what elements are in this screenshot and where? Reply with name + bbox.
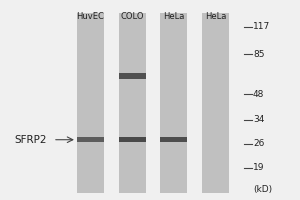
Text: 85: 85 — [253, 50, 265, 59]
Bar — [202, 13, 229, 193]
Text: 26: 26 — [253, 139, 264, 148]
Text: 117: 117 — [253, 22, 270, 31]
Text: SFRP2: SFRP2 — [14, 135, 47, 145]
Text: 19: 19 — [253, 163, 265, 172]
Text: 48: 48 — [253, 90, 264, 99]
Bar — [118, 13, 146, 193]
Bar — [118, 73, 146, 79]
Bar — [160, 13, 187, 193]
Text: HeLa: HeLa — [205, 12, 226, 21]
Text: 34: 34 — [253, 115, 264, 124]
Text: HeLa: HeLa — [163, 12, 184, 21]
Bar — [77, 137, 104, 142]
Text: COLO: COLO — [120, 12, 144, 21]
Text: HuvEC: HuvEC — [76, 12, 104, 21]
Text: (kD): (kD) — [253, 185, 272, 194]
Bar — [160, 137, 187, 142]
Bar — [77, 13, 104, 193]
Bar — [118, 137, 146, 142]
